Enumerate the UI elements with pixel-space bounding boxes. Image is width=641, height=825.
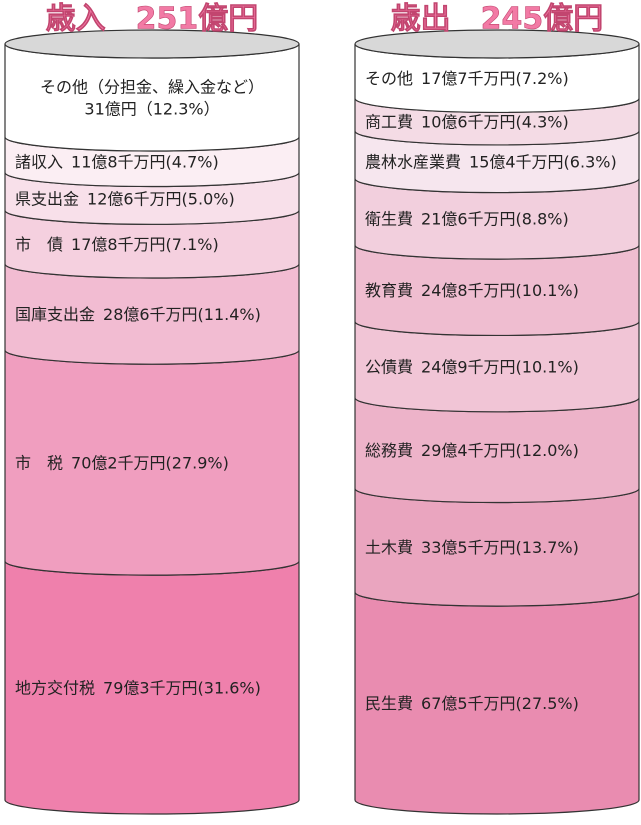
category-label: その他（分担金、繰入金など）	[40, 77, 264, 96]
value-label: 28億6千万円(11.4%)	[103, 305, 261, 324]
category-label: 衛生費	[365, 210, 413, 229]
category-label: 教育費	[365, 281, 413, 300]
value-label: 10億6千万円(4.3%)	[421, 113, 569, 132]
value-label: 15億4千万円(6.3%)	[469, 153, 617, 172]
category-label: 農林水産業費	[365, 153, 461, 172]
cylinder-top	[4, 29, 300, 59]
category-label: 土木費	[365, 538, 413, 557]
category-label: 県支出金	[15, 189, 79, 208]
chart-title: 歳入 251億円	[46, 2, 259, 37]
value-label: 17億7千万円(7.2%)	[421, 69, 569, 88]
cylinder-top	[354, 29, 640, 59]
cylinder-segment	[4, 43, 300, 152]
value-label: 33億5千万円(13.7%)	[421, 538, 579, 557]
category-label: 総務費	[365, 441, 413, 460]
category-label: 国庫支出金	[15, 305, 95, 324]
category-label: 商工費	[365, 113, 413, 132]
value-label: 21億6千万円(8.8%)	[421, 210, 569, 229]
value-label: 29億4千万円(12.0%)	[421, 441, 579, 460]
category-label: 民生費	[365, 694, 413, 713]
value-label: 12億6千万円(5.0%)	[87, 189, 235, 208]
value-label: 24億8千万円(10.1%)	[421, 281, 579, 300]
chart-title: 歳出 245億円	[391, 2, 604, 37]
value-label: 70億2千万円(27.9%)	[71, 454, 229, 473]
category-label: 地方交付税	[15, 678, 95, 697]
value-label: 24億9千万円(10.1%)	[421, 358, 579, 377]
value-label: 11億8千万円(4.7%)	[71, 153, 219, 172]
category-label: その他	[365, 69, 413, 88]
category-label: 公債費	[365, 358, 413, 377]
value-label: 67億5千万円(27.5%)	[421, 694, 579, 713]
category-label: 市 税	[15, 454, 63, 473]
value-label: 79億3千万円(31.6%)	[103, 678, 261, 697]
value-label: 31億円（12.3%）	[84, 99, 219, 118]
category-label: 諸収入	[15, 153, 63, 172]
value-label: 17億8千万円(7.1%)	[71, 235, 219, 254]
category-label: 市 債	[15, 235, 63, 254]
